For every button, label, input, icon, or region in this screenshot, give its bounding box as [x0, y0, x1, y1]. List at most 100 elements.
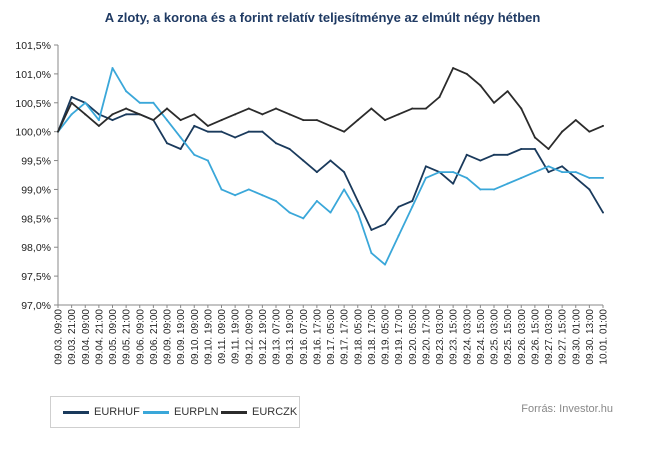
data-point-eurpln — [533, 171, 536, 174]
x-tick-label: 09.23. 03:00 — [435, 309, 446, 365]
x-tick-label: 09.12. 19:00 — [258, 309, 269, 365]
series-layer — [57, 67, 604, 266]
data-point-eurpln — [452, 171, 455, 174]
chart-title: A zloty, a korona és a forint relatív te… — [104, 10, 541, 25]
data-point-eurpln — [561, 171, 564, 174]
data-point-eurhuf — [452, 182, 455, 185]
data-point-eurpln — [329, 211, 332, 214]
data-point-eurhuf — [275, 142, 277, 145]
x-tick-label: 10.01. 01:00 — [599, 309, 610, 365]
data-point-eurpln — [574, 171, 577, 174]
data-point-eurpln — [247, 188, 250, 191]
legend-label: EURCZK — [252, 406, 298, 418]
data-point-eurpln — [479, 188, 482, 191]
data-point-eurczk — [602, 124, 604, 127]
data-point-eurpln — [384, 263, 386, 266]
legend-swatch — [63, 410, 89, 414]
source-note: Forrás: Investor.hu — [521, 403, 613, 415]
x-tick-label: 09.20. 17:00 — [421, 309, 432, 365]
data-point-eurhuf — [70, 96, 73, 98]
data-point-eurhuf — [247, 130, 250, 133]
data-point-eurpln — [343, 188, 346, 191]
x-tick-label: 09.16. 07:00 — [299, 309, 310, 365]
x-tick-label: 09.23. 15:00 — [449, 309, 460, 365]
data-point-eurhuf — [356, 200, 359, 202]
data-point-eurczk — [179, 119, 182, 122]
legend-label: EURHUF — [94, 406, 140, 418]
x-tick-label: 09.16. 17:00 — [312, 309, 323, 365]
data-point-eurczk — [370, 107, 373, 110]
x-tick-label: 09.10. 09:00 — [190, 309, 201, 365]
data-point-eurpln — [261, 194, 264, 197]
data-point-eurczk — [574, 119, 577, 122]
data-point-eurczk — [261, 113, 264, 116]
data-point-eurczk — [329, 124, 332, 127]
data-point-eurhuf — [329, 159, 332, 162]
data-point-eurczk — [384, 119, 386, 122]
x-tick-label: 09.03. 09:00 — [54, 309, 65, 365]
data-point-eurpln — [465, 176, 468, 179]
x-tick-label: 09.27. 15:00 — [558, 309, 569, 365]
data-point-eurhuf — [588, 188, 591, 191]
x-tick-label: 09.18. 17:00 — [367, 309, 378, 365]
series-line-eurpln — [57, 67, 603, 266]
data-point-eurhuf — [479, 159, 482, 162]
data-point-eurczk — [356, 119, 359, 122]
legend-swatch — [143, 410, 169, 414]
data-point-eurczk — [70, 101, 73, 104]
data-point-eurczk — [411, 107, 414, 110]
data-point-eurpln — [152, 101, 155, 104]
data-point-eurczk — [452, 67, 455, 70]
x-tick-label: 09.17. 17:00 — [340, 309, 351, 365]
x-tick-label: 09.25. 03:00 — [490, 309, 501, 365]
data-point-eurpln — [206, 159, 209, 162]
data-point-eurhuf — [561, 165, 564, 168]
data-point-eurhuf — [234, 136, 237, 139]
data-point-eurpln — [411, 205, 414, 208]
x-tick-label: 09.26. 03:00 — [517, 309, 528, 365]
data-point-eurczk — [138, 113, 141, 116]
data-point-eurhuf — [574, 176, 577, 179]
y-tick-label: 100,5% — [15, 98, 51, 110]
data-point-eurpln — [302, 217, 305, 220]
data-point-eurpln — [220, 188, 223, 191]
y-axis: 101,5% 101,0% 100,5% 100,0% 99,5% 99,0% 98,5% 9… — [15, 40, 59, 312]
data-point-eurhuf — [384, 223, 386, 226]
legend-label: EURPLN — [174, 406, 219, 418]
x-tick-label: 09.30. 01:00 — [571, 309, 582, 365]
data-point-eurczk — [206, 124, 209, 127]
legend: EURHUF EURPLN EURCZK — [50, 396, 300, 428]
data-point-eurczk — [438, 96, 441, 98]
x-tick-label: 09.13. 19:00 — [285, 309, 296, 365]
data-point-eurpln — [438, 171, 441, 174]
data-point-eurczk — [479, 84, 482, 87]
data-point-eurczk — [288, 113, 291, 116]
data-point-eurpln — [602, 176, 604, 179]
data-point-eurczk — [220, 119, 223, 122]
x-tick-label: 09.24. 15:00 — [476, 309, 487, 365]
data-point-eurhuf — [370, 228, 373, 231]
data-point-eurhuf — [206, 130, 209, 133]
data-point-eurpln — [356, 211, 359, 214]
data-point-eurczk — [547, 148, 550, 150]
data-point-eurhuf — [547, 171, 550, 174]
data-point-eurhuf — [111, 119, 114, 122]
data-point-eurpln — [275, 200, 277, 202]
data-point-eurpln — [397, 234, 400, 237]
x-tick-label: 09.13. 07:00 — [272, 309, 283, 365]
data-point-eurpln — [547, 165, 550, 168]
data-point-eurczk — [302, 119, 305, 122]
y-tick-label: 101,5% — [15, 40, 51, 52]
data-point-eurczk — [397, 113, 400, 116]
data-point-eurhuf — [315, 171, 318, 174]
data-point-eurhuf — [261, 130, 264, 133]
data-point-eurczk — [506, 90, 509, 93]
legend-swatch — [221, 410, 247, 414]
x-tick-label: 09.20. 05:00 — [408, 309, 419, 365]
y-tick-label: 97,0% — [21, 300, 51, 312]
data-point-eurczk — [424, 107, 427, 110]
data-point-eurczk — [520, 107, 523, 110]
y-tick-label: 97,5% — [21, 271, 51, 283]
x-tick-label: 09.10. 19:00 — [203, 309, 214, 365]
